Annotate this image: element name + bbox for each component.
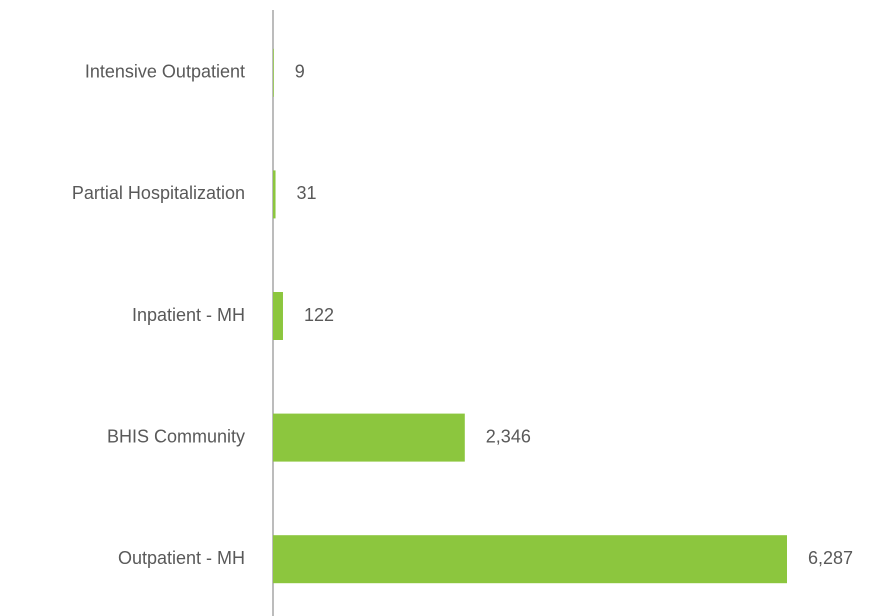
bar — [273, 413, 465, 462]
category-label: BHIS Community — [107, 426, 245, 446]
category-label: Inpatient - MH — [132, 305, 245, 325]
bar — [273, 48, 274, 97]
category-label: Intensive Outpatient — [85, 62, 245, 82]
data-label: 2,346 — [486, 426, 531, 446]
bar — [273, 292, 283, 340]
category-label: Outpatient - MH — [118, 548, 245, 568]
category-label: Partial Hospitalization — [72, 183, 245, 203]
data-label: 6,287 — [808, 548, 853, 568]
data-label: 122 — [304, 305, 334, 325]
bar — [273, 170, 276, 219]
data-label: 31 — [297, 183, 317, 203]
data-label: 9 — [295, 62, 305, 82]
bar — [273, 535, 787, 584]
